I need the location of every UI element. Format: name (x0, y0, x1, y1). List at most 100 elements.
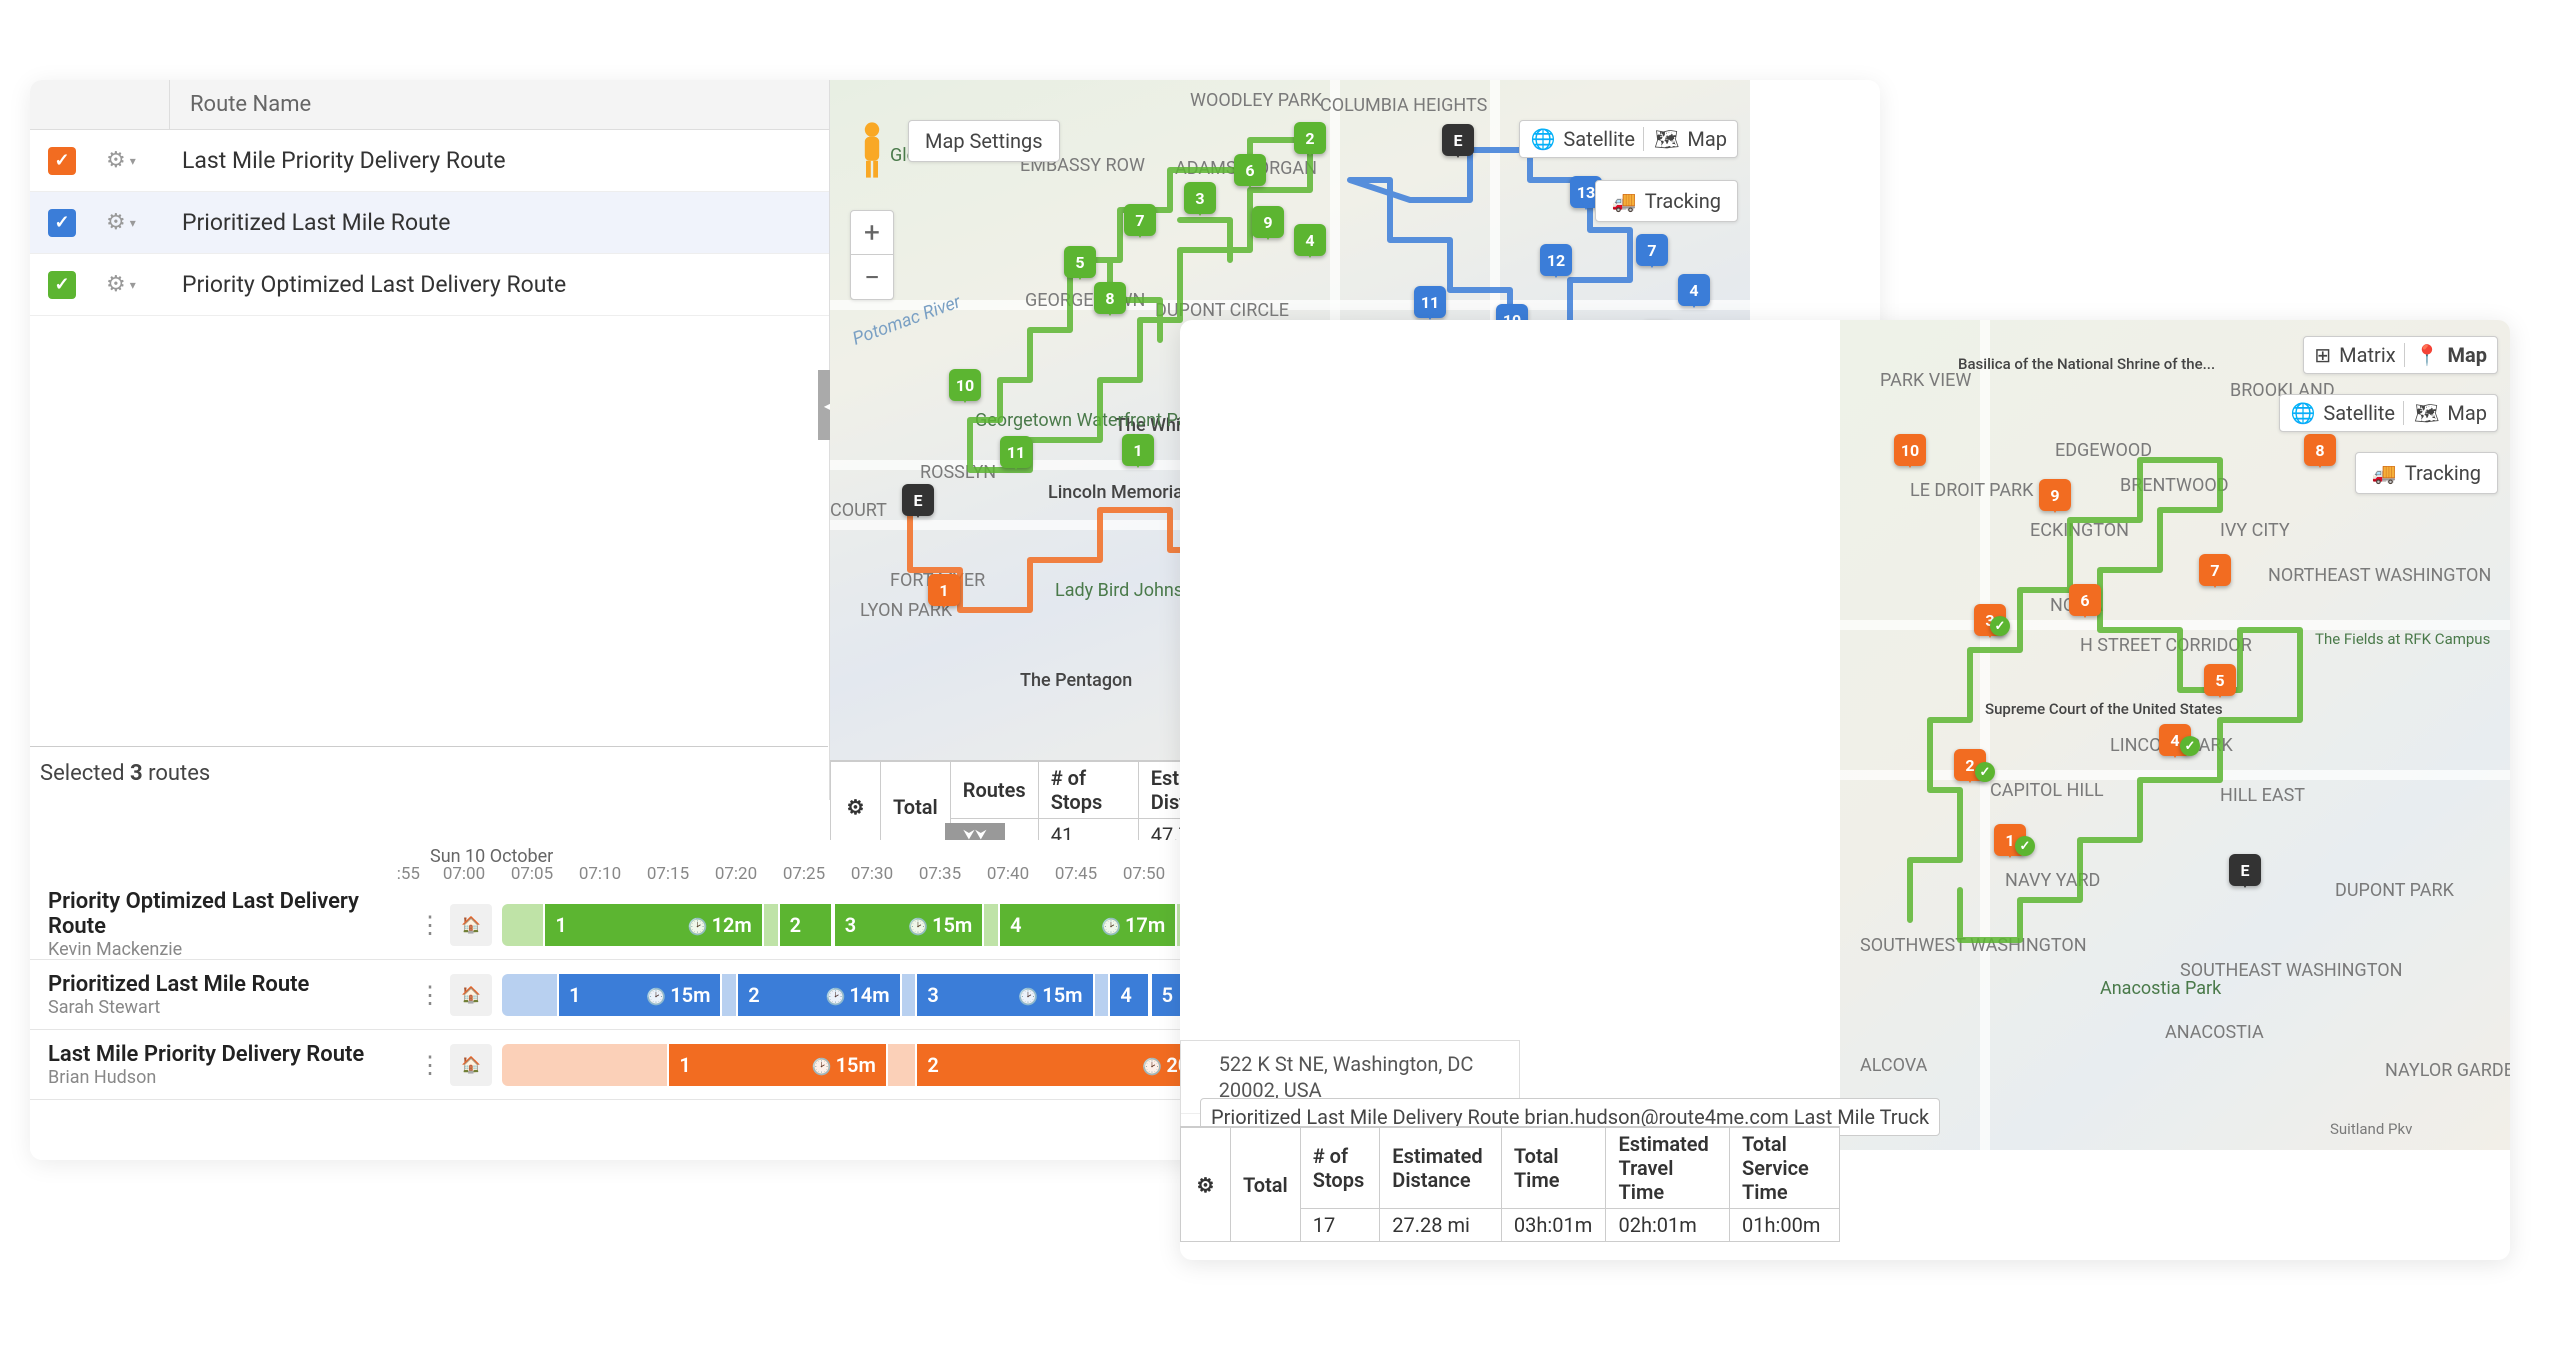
route-list-sidebar: Route Name ✓ ⚙ Last Mile Priority Delive… (30, 80, 830, 800)
tracking-button-sec[interactable]: 🚚Tracking (2355, 452, 2498, 494)
map-marker[interactable]: 3 (1184, 182, 1216, 214)
map-marker[interactable]: 12 (1540, 244, 1572, 276)
map-marker[interactable]: 10 (1894, 434, 1926, 466)
table-header: Total (1231, 1128, 1301, 1242)
map-marker[interactable]: 7 (1636, 234, 1668, 266)
selected-routes-bar: Selected 3 routes (30, 746, 828, 800)
table-cell: 02h:01m (1606, 1209, 1730, 1242)
route-checkbox[interactable]: ✓ (48, 147, 76, 175)
map-marker[interactable]: 8 (2304, 434, 2336, 466)
zoom-out-button[interactable]: − (851, 255, 893, 299)
zoom-in-button[interactable]: + (851, 211, 893, 255)
timeline-row-label: Priority Optimized Last Delivery RouteKe… (30, 889, 410, 960)
gear-icon[interactable]: ⚙ (106, 210, 146, 235)
timeline-row-label: Last Mile Priority Delivery RouteBrian H… (30, 1042, 410, 1088)
table-header: # of Stops (1300, 1128, 1380, 1209)
map-marker[interactable]: E (902, 484, 934, 516)
table-cell: 27.28 mi (1380, 1209, 1502, 1242)
table-cell: 01h:00m (1730, 1209, 1840, 1242)
sidebar-header-label: Route Name (170, 92, 311, 117)
globe-icon: 🌐 (1530, 127, 1555, 151)
timeline-segment[interactable]: 4 (1108, 974, 1149, 1016)
map-marker[interactable]: E (1442, 124, 1474, 156)
map-marker[interactable]: 10 (949, 369, 981, 401)
timeline-segment[interactable]: 220m (915, 1044, 1218, 1086)
truck-icon: 🚚 (1612, 189, 1637, 213)
map-marker[interactable]: E (2229, 854, 2261, 886)
route-row[interactable]: ✓ ⚙ Prioritized Last Mile Route (30, 192, 829, 254)
secondary-map[interactable]: PARK VIEWBasilica of the National Shrine… (1840, 320, 2510, 1150)
map-marker[interactable]: ✓ (2180, 736, 2200, 756)
table-header: Routes (950, 762, 1038, 819)
timeline-segment[interactable]: 417m (998, 904, 1177, 946)
route-row[interactable]: ✓ ⚙ Last Mile Priority Delivery Route (30, 130, 829, 192)
map-marker[interactable]: 2 (1294, 122, 1326, 154)
map-marker[interactable]: ✓ (1975, 762, 1995, 782)
tracking-button[interactable]: 🚚Tracking (1595, 180, 1738, 222)
timeline-segment[interactable]: 115m (667, 1044, 887, 1086)
map-marker[interactable]: 6 (2069, 584, 2101, 616)
route-name-label: Prioritized Last Mile Route (182, 209, 450, 236)
table-header: Total (881, 762, 951, 852)
map-marker[interactable]: 11 (1000, 436, 1032, 468)
table-cell: 03h:01m (1501, 1209, 1606, 1242)
home-icon[interactable]: 🏠 (450, 1044, 492, 1086)
zoom-control: + − (850, 210, 894, 300)
map-icon: 🗺 (1643, 127, 1679, 151)
timeline-segment[interactable]: 315m (915, 974, 1094, 1016)
map-marker[interactable]: 9 (2039, 479, 2071, 511)
timeline-segment[interactable]: 315m (833, 904, 985, 946)
sidebar-header: Route Name (30, 80, 829, 130)
map-marker[interactable]: 7 (1124, 204, 1156, 236)
gear-icon[interactable]: ⚙ (831, 762, 881, 852)
gear-icon[interactable]: ⚙ (106, 272, 146, 297)
map-settings-button[interactable]: Map Settings (908, 120, 1060, 162)
map-marker[interactable]: 6 (1234, 154, 1266, 186)
route-row[interactable]: ✓ ⚙ Priority Optimized Last Delivery Rou… (30, 254, 829, 316)
timeline-segment[interactable]: 115m (557, 974, 722, 1016)
map-marker[interactable]: 11 (1414, 286, 1446, 318)
route-name-label: Last Mile Priority Delivery Route (182, 147, 506, 174)
table-header: Estimated Travel Time (1606, 1128, 1730, 1209)
map-marker[interactable]: 7 (2199, 554, 2231, 586)
map-marker[interactable]: 5 (1064, 246, 1096, 278)
route-name-label: Priority Optimized Last Delivery Route (182, 271, 566, 298)
more-icon[interactable]: ⋮ (410, 981, 450, 1009)
map-icon: 🗺 (2403, 401, 2439, 425)
gear-icon[interactable]: ⚙ (1181, 1128, 1231, 1242)
table-header: Total Time (1501, 1128, 1606, 1209)
home-icon[interactable]: 🏠 (450, 974, 492, 1016)
map-marker[interactable]: 9 (1252, 206, 1284, 238)
map-type-toggle[interactable]: 🌐Satellite 🗺Map (1519, 120, 1738, 158)
map-marker[interactable]: 1 (928, 574, 960, 606)
route-checkbox[interactable]: ✓ (48, 271, 76, 299)
pin-icon: 📍 (2404, 343, 2440, 367)
route-checkbox[interactable]: ✓ (48, 209, 76, 237)
timeline-segment[interactable]: 2 (778, 904, 833, 946)
map-marker[interactable]: 1 (1122, 434, 1154, 466)
table-header: Estimated Distance (1380, 1128, 1502, 1209)
secondary-panel: PARK VIEWBasilica of the National Shrine… (1180, 320, 2510, 1260)
timeline-segment[interactable]: 214m (736, 974, 901, 1016)
map-marker[interactable]: 8 (1094, 282, 1126, 314)
map-type-toggle-sec[interactable]: 🌐Satellite 🗺Map (2279, 394, 2498, 432)
map-marker[interactable]: ✓ (1990, 616, 2010, 636)
home-icon[interactable]: 🏠 (450, 904, 492, 946)
table-cell: 17 (1300, 1209, 1380, 1242)
timeline-row-label: Prioritized Last Mile RouteSarah Stewart (30, 972, 410, 1018)
more-icon[interactable]: ⋮ (410, 911, 450, 939)
matrix-map-toggle[interactable]: ⊞Matrix 📍Map (2303, 336, 2498, 374)
summary-table-secondary: ⚙Total# of StopsEstimated DistanceTotal … (1180, 1126, 1840, 1242)
timeline-segment[interactable]: 112m (543, 904, 763, 946)
map-marker[interactable]: 4 (1678, 274, 1710, 306)
matrix-icon: ⊞ (2314, 343, 2331, 367)
map-marker[interactable]: 4 (1294, 224, 1326, 256)
pegman-icon[interactable] (852, 120, 892, 180)
map-marker[interactable]: 5 (2204, 664, 2236, 696)
gear-icon[interactable]: ⚙ (106, 148, 146, 173)
globe-icon: 🌐 (2290, 401, 2315, 425)
map-marker[interactable]: ✓ (2015, 836, 2035, 856)
table-header: # of Stops (1038, 762, 1138, 819)
truck-icon: 🚚 (2372, 461, 2397, 485)
more-icon[interactable]: ⋮ (410, 1051, 450, 1079)
